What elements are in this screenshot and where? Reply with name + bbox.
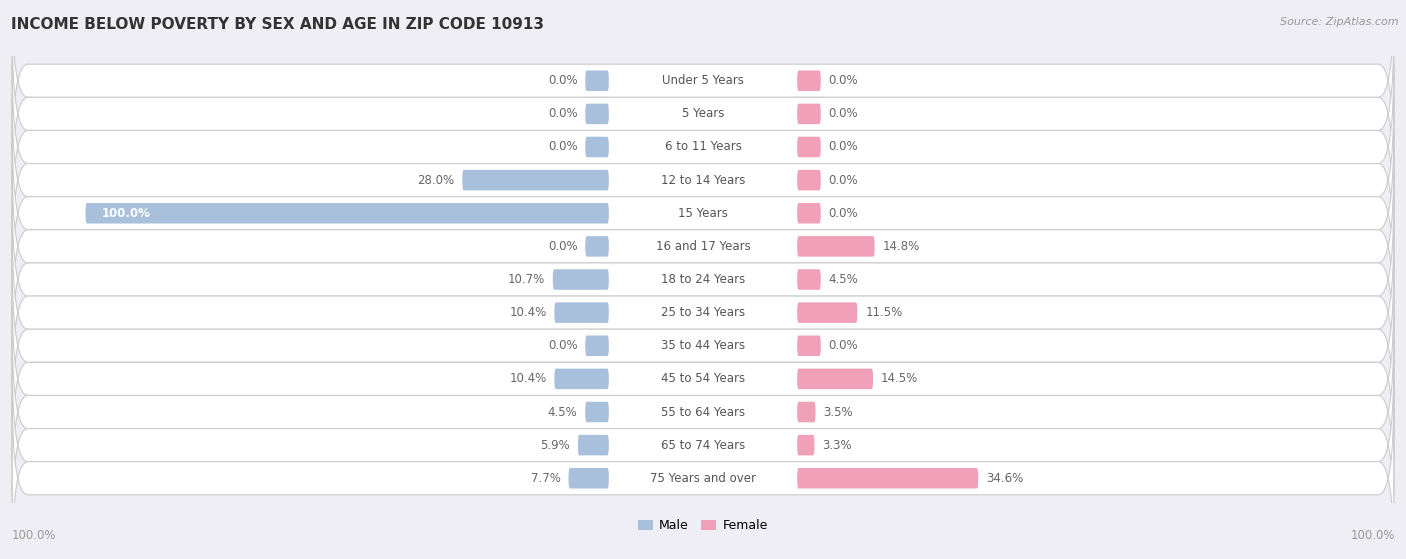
FancyBboxPatch shape xyxy=(797,368,873,389)
Text: 100.0%: 100.0% xyxy=(1350,529,1395,542)
Text: 18 to 24 Years: 18 to 24 Years xyxy=(661,273,745,286)
FancyBboxPatch shape xyxy=(86,203,609,224)
FancyBboxPatch shape xyxy=(797,468,979,489)
FancyBboxPatch shape xyxy=(13,230,1393,395)
FancyBboxPatch shape xyxy=(13,164,1393,329)
FancyBboxPatch shape xyxy=(13,64,1393,230)
Text: 0.0%: 0.0% xyxy=(828,339,858,352)
Text: 6 to 11 Years: 6 to 11 Years xyxy=(665,140,741,154)
FancyBboxPatch shape xyxy=(797,103,821,124)
Text: 0.0%: 0.0% xyxy=(828,74,858,87)
Text: 4.5%: 4.5% xyxy=(828,273,858,286)
Text: 7.7%: 7.7% xyxy=(531,472,561,485)
FancyBboxPatch shape xyxy=(797,335,821,356)
Text: 5.9%: 5.9% xyxy=(540,439,569,452)
Text: INCOME BELOW POVERTY BY SEX AND AGE IN ZIP CODE 10913: INCOME BELOW POVERTY BY SEX AND AGE IN Z… xyxy=(11,17,544,32)
Text: Under 5 Years: Under 5 Years xyxy=(662,74,744,87)
Text: 14.5%: 14.5% xyxy=(882,372,918,385)
Text: 75 Years and over: 75 Years and over xyxy=(650,472,756,485)
Text: 3.5%: 3.5% xyxy=(824,405,853,419)
FancyBboxPatch shape xyxy=(13,0,1393,164)
Text: Source: ZipAtlas.com: Source: ZipAtlas.com xyxy=(1281,17,1399,27)
Text: 0.0%: 0.0% xyxy=(548,74,578,87)
FancyBboxPatch shape xyxy=(13,31,1393,197)
FancyBboxPatch shape xyxy=(13,395,1393,559)
Text: 0.0%: 0.0% xyxy=(548,107,578,120)
FancyBboxPatch shape xyxy=(585,137,609,157)
FancyBboxPatch shape xyxy=(797,269,821,290)
Text: 15 Years: 15 Years xyxy=(678,207,728,220)
Text: 3.3%: 3.3% xyxy=(823,439,852,452)
Text: 10.4%: 10.4% xyxy=(509,372,547,385)
FancyBboxPatch shape xyxy=(13,97,1393,263)
Text: 45 to 54 Years: 45 to 54 Years xyxy=(661,372,745,385)
Text: 100.0%: 100.0% xyxy=(11,529,56,542)
Text: 25 to 34 Years: 25 to 34 Years xyxy=(661,306,745,319)
Text: 0.0%: 0.0% xyxy=(828,107,858,120)
FancyBboxPatch shape xyxy=(797,302,858,323)
Text: 0.0%: 0.0% xyxy=(548,240,578,253)
Text: 5 Years: 5 Years xyxy=(682,107,724,120)
Text: 10.7%: 10.7% xyxy=(508,273,546,286)
Text: 28.0%: 28.0% xyxy=(418,174,454,187)
FancyBboxPatch shape xyxy=(13,296,1393,462)
FancyBboxPatch shape xyxy=(585,103,609,124)
FancyBboxPatch shape xyxy=(554,368,609,389)
FancyBboxPatch shape xyxy=(797,203,821,224)
Text: 12 to 14 Years: 12 to 14 Years xyxy=(661,174,745,187)
Text: 16 and 17 Years: 16 and 17 Years xyxy=(655,240,751,253)
Text: 14.8%: 14.8% xyxy=(883,240,920,253)
Text: 0.0%: 0.0% xyxy=(548,339,578,352)
FancyBboxPatch shape xyxy=(797,236,875,257)
FancyBboxPatch shape xyxy=(463,170,609,191)
FancyBboxPatch shape xyxy=(585,402,609,422)
FancyBboxPatch shape xyxy=(13,263,1393,429)
FancyBboxPatch shape xyxy=(568,468,609,489)
FancyBboxPatch shape xyxy=(578,435,609,456)
FancyBboxPatch shape xyxy=(13,130,1393,296)
FancyBboxPatch shape xyxy=(797,402,815,422)
FancyBboxPatch shape xyxy=(797,435,814,456)
Text: 34.6%: 34.6% xyxy=(986,472,1024,485)
FancyBboxPatch shape xyxy=(13,362,1393,528)
FancyBboxPatch shape xyxy=(585,236,609,257)
FancyBboxPatch shape xyxy=(13,197,1393,362)
Text: 0.0%: 0.0% xyxy=(828,140,858,154)
Text: 0.0%: 0.0% xyxy=(828,207,858,220)
Legend: Male, Female: Male, Female xyxy=(633,514,773,537)
Text: 65 to 74 Years: 65 to 74 Years xyxy=(661,439,745,452)
Text: 11.5%: 11.5% xyxy=(865,306,903,319)
Text: 35 to 44 Years: 35 to 44 Years xyxy=(661,339,745,352)
FancyBboxPatch shape xyxy=(553,269,609,290)
Text: 10.4%: 10.4% xyxy=(509,306,547,319)
FancyBboxPatch shape xyxy=(13,329,1393,495)
Text: 0.0%: 0.0% xyxy=(548,140,578,154)
Text: 0.0%: 0.0% xyxy=(828,174,858,187)
Text: 55 to 64 Years: 55 to 64 Years xyxy=(661,405,745,419)
FancyBboxPatch shape xyxy=(585,70,609,91)
FancyBboxPatch shape xyxy=(797,137,821,157)
Text: 4.5%: 4.5% xyxy=(548,405,578,419)
FancyBboxPatch shape xyxy=(797,170,821,191)
Text: 100.0%: 100.0% xyxy=(101,207,150,220)
FancyBboxPatch shape xyxy=(585,335,609,356)
FancyBboxPatch shape xyxy=(554,302,609,323)
FancyBboxPatch shape xyxy=(797,70,821,91)
